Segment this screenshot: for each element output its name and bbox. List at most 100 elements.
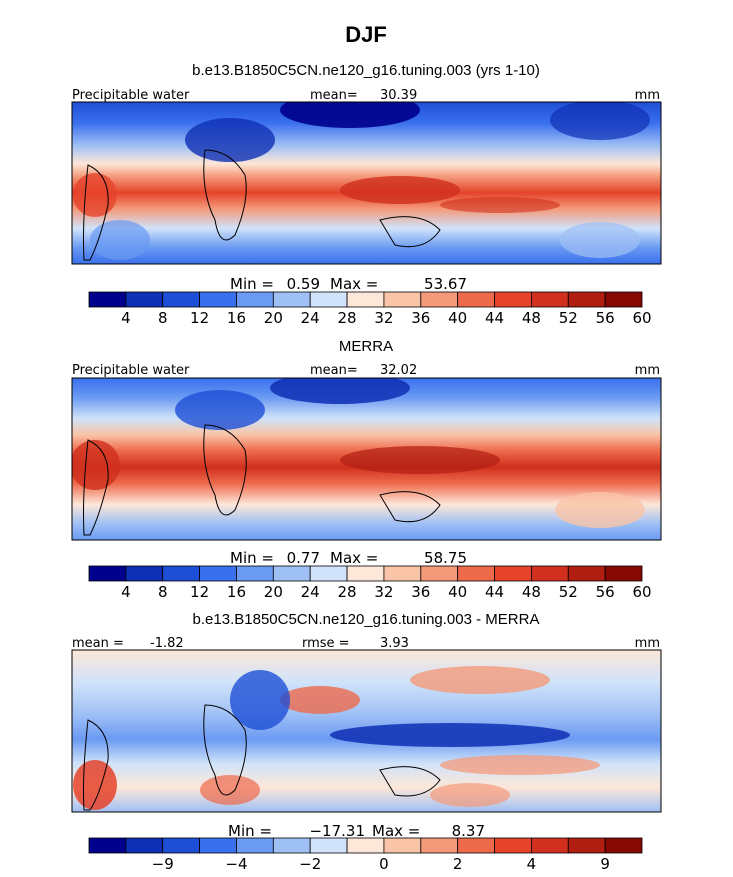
colorbar-swatch [457,565,495,582]
colorbar-swatch [272,291,311,308]
panel-diff-map [72,650,661,812]
colorbar-swatch [531,291,569,308]
colorbar-swatch [494,837,532,854]
colorbar-tick-label: 40 [448,583,467,601]
colorbar-tick-label: −9 [152,855,174,873]
colorbar-tick-label: 28 [338,583,357,601]
panel-model-colorbar: 4 8 12 16 20 24 28 32 36 40 44 48 52 56 60 [88,291,652,327]
panel-model-title: b.e13.B1850C5CN.ne120_g16.tuning.003 (yr… [192,62,540,79]
panel-diff: b.e13.B1850C5CN.ne120_g16.tuning.003 - M… [71,611,662,873]
panel-model-min-label: Min = [230,275,274,293]
colorbar-tick-label: 8 [158,583,168,601]
colorbar-swatch [199,565,237,582]
panel-diff-title: b.e13.B1850C5CN.ne120_g16.tuning.003 - M… [193,611,540,628]
panel-model-max-label: Max = [330,275,378,293]
colorbar-swatch [420,291,459,308]
panel-merra-map [72,378,661,540]
colorbar-tick-label: 36 [411,583,430,601]
panel-diff-min-label: Min = [228,822,272,840]
panel-diff-max-label: Max = [372,822,420,840]
colorbar-tick-label: 28 [338,309,357,327]
panel-merra-max: 58.75 [424,549,467,567]
colorbar-tick-label: 9 [600,855,610,873]
colorbar-swatch [494,291,532,308]
colorbar-swatch [162,837,201,854]
colorbar-swatch [346,291,385,308]
colorbar-tick-label: 56 [596,309,615,327]
colorbar-tick-label: 12 [190,309,209,327]
panel-diff-mean-label: mean = [72,636,124,651]
colorbar-swatch [604,291,643,308]
colorbar-tick-label: 4 [121,309,131,327]
colorbar-swatch [346,837,385,854]
panel-merra-variable: Precipitable water [72,363,190,378]
colorbar-swatch [604,565,643,582]
colorbar-swatch [494,565,532,582]
colorbar-swatch [88,837,127,854]
colorbar-swatch [88,565,127,582]
colorbar-tick-label: 32 [374,309,393,327]
colorbar-tick-label: 48 [522,309,541,327]
panel-diff-mean: -1.82 [150,636,184,651]
colorbar-tick-label: 20 [264,583,283,601]
panel-merra-mean: 32.02 [380,363,417,378]
colorbar-tick-label: 4 [121,583,131,601]
colorbar-tick-label: 24 [301,583,320,601]
panel-model-map [72,102,661,264]
panel-diff-rmse: 3.93 [380,636,409,651]
colorbar-tick-label: 44 [485,309,504,327]
colorbar-tick-label: 12 [190,583,209,601]
colorbar-swatch [420,837,459,854]
panel-merra: MERRA Precipitable water mean= 32.02 mm … [71,338,662,601]
colorbar-swatch [420,565,459,582]
colorbar-swatch [199,837,237,854]
colorbar-swatch [236,565,274,582]
colorbar-swatch [346,565,385,582]
colorbar-swatch [457,837,495,854]
panel-model-mean-label: mean= [310,88,358,103]
colorbar-swatch [383,837,422,854]
panel-merra-colorbar: 4 8 12 16 20 24 28 32 36 40 44 48 52 56 60 [88,565,652,601]
colorbar-swatch [88,291,127,308]
panel-merra-title: MERRA [339,338,393,355]
colorbar-swatch [236,291,274,308]
colorbar-tick-label: 16 [227,309,246,327]
panel-model: b.e13.B1850C5CN.ne120_g16.tuning.003 (yr… [71,62,662,327]
colorbar-swatch [309,291,348,308]
colorbar-tick-label: 8 [158,309,168,327]
panel-diff-min: −17.31 [309,822,365,840]
panel-merra-mean-label: mean= [310,363,358,378]
panel-merra-max-label: Max = [330,549,378,567]
panel-model-units: mm [635,88,660,103]
colorbar-swatch [162,291,201,308]
colorbar-tick-label: 4 [527,855,537,873]
colorbar-tick-label: 32 [374,583,393,601]
figure-title: DJF [345,22,387,47]
colorbar-swatch [383,565,422,582]
colorbar-tick-label: 52 [559,309,578,327]
colorbar-tick-label: −2 [299,855,321,873]
colorbar-swatch [567,291,606,308]
panel-merra-min: 0.77 [287,549,320,567]
colorbar-tick-label: 24 [301,309,320,327]
colorbar-tick-label: 44 [485,583,504,601]
colorbar-tick-label: 56 [596,583,615,601]
panel-diff-max: 8.37 [452,822,485,840]
colorbar-swatch [531,837,569,854]
panel-model-max: 53.67 [424,275,467,293]
colorbar-swatch [309,837,348,854]
panel-model-mean: 30.39 [380,88,417,103]
colorbar-swatch [272,565,311,582]
colorbar-swatch [531,565,569,582]
colorbar-swatch [162,565,201,582]
panel-model-min: 0.59 [287,275,320,293]
colorbar-swatch [383,291,422,308]
colorbar-swatch [236,837,274,854]
colorbar-tick-label: 52 [559,583,578,601]
colorbar-swatch [125,565,164,582]
colorbar-swatch [125,291,164,308]
colorbar-tick-label: 2 [453,855,463,873]
colorbar-tick-label: −4 [225,855,247,873]
panel-diff-rmse-label: rmse = [302,636,350,651]
